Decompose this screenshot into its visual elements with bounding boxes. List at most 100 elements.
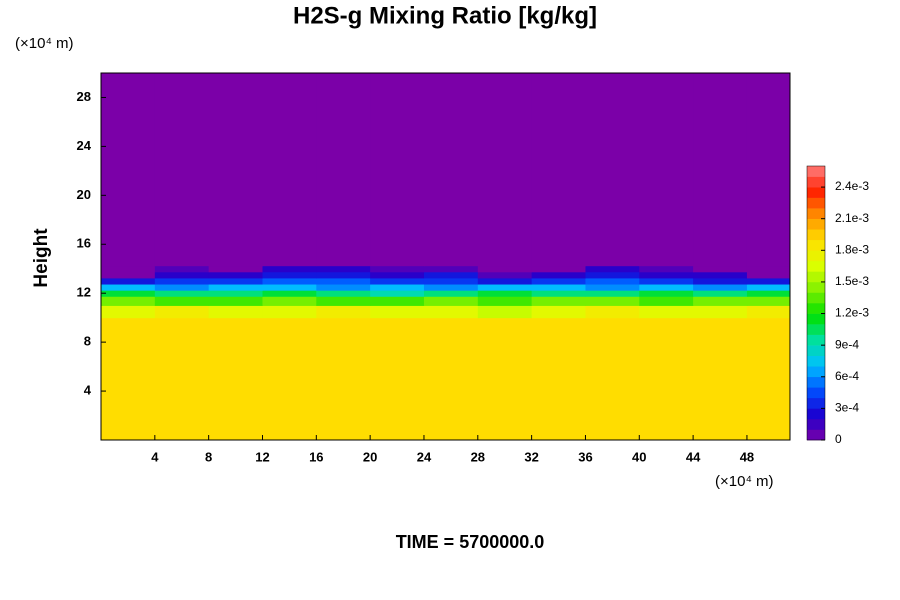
contour-cell [585,271,640,279]
contour-cell [746,284,791,291]
contour-cell [370,284,425,291]
contour-cell [639,73,694,267]
colorbar-band [807,208,825,219]
contour-cell [477,296,533,306]
contour-cell [370,271,425,279]
contour-cell [101,265,156,273]
contour-cell [101,290,156,297]
contour-cell [370,73,425,267]
contour-cell [154,305,210,319]
contour-cell [101,284,156,291]
contour-cell [316,277,371,285]
contour-cell [370,317,425,441]
x-tick-label: 40 [632,449,646,464]
contour-cell [746,73,791,267]
contour-cell [370,305,425,319]
x-tick-label: 28 [471,449,485,464]
x-tick-label: 16 [309,449,323,464]
contour-cell [262,296,317,306]
y-tick-label: 16 [77,236,91,251]
contour-cell [477,271,533,279]
y-axis-label: Height [31,228,52,288]
contour-cell [477,73,533,267]
contour-cell [316,73,371,267]
contour-cell [531,317,586,441]
contour-cell [639,277,694,285]
contour-cell [477,317,533,441]
colorbar-band [807,292,825,304]
contour-cell [101,73,156,267]
x-tick-label: 36 [578,449,592,464]
plot-frame [100,72,791,441]
contour-cell [585,265,640,273]
contour-cell [208,317,263,441]
colorbar-band [807,313,825,325]
contour-cell [101,317,156,441]
x-tick-label: 8 [205,449,212,464]
contour-cell [208,73,263,267]
contour-cell [746,277,791,285]
annotation: TIME = 5700000.0 [396,532,545,552]
colorbar-tick-label: 9e-4 [835,337,859,351]
contour-cell [585,73,640,267]
x-tick-label: 48 [740,449,754,464]
contour-cell [639,290,694,297]
contour-cell [639,317,694,441]
contour-cell [531,284,586,291]
contour-cell [316,271,371,279]
colorbar-band [807,218,825,230]
contour-cell [693,296,748,306]
contour-cell [262,305,317,319]
contour-cell [262,284,317,291]
contour-cell [585,284,640,291]
contour-cell [101,277,156,285]
contour-cell [423,277,479,285]
contour-cell [208,305,263,319]
contour-cell [693,317,748,441]
contour-cell [423,265,479,273]
contour-cell [639,296,694,306]
x-tick-label: 20 [363,449,377,464]
contour-cell [154,317,210,441]
contour-cell [585,290,640,297]
contour-cell [370,296,425,306]
y-tick-label: 24 [77,138,92,153]
contour-cell [423,271,479,279]
contour-cell [531,290,586,297]
colorbar-band [807,197,825,209]
colorbar-band [807,345,825,356]
x-tick-label: 32 [524,449,538,464]
contour-cell [101,305,156,319]
contour-cell [693,265,748,273]
contour-cell [639,305,694,319]
contour-cell [693,290,748,297]
contour-cell [477,305,533,319]
colorbar-band [807,418,825,430]
colorbar-band [807,324,825,335]
colorbar-band [807,397,825,409]
contour-cell [477,265,533,273]
contour-cell [154,296,210,306]
contour-cell [208,277,263,285]
contour-cell [208,296,263,306]
contour-cell [585,305,640,319]
contour-cell [746,265,791,273]
colorbar-band [807,355,825,367]
colorbar-band [807,303,825,314]
y-tick-label: 28 [77,89,91,104]
contour-cell [531,277,586,285]
contour-cell [208,265,263,273]
contour-cell [531,265,586,273]
contour-cell [639,271,694,279]
contour-cell [316,290,371,297]
colorbar-band [807,271,825,283]
contour-cell [477,284,533,291]
contour-cell [316,265,371,273]
contour-cell [101,296,156,306]
colorbar-band [807,334,825,346]
colorbar-tick-label: 2.1e-3 [835,211,869,225]
contour-cell [262,265,317,273]
contour-cell [154,284,210,291]
contour-cell [154,277,210,285]
